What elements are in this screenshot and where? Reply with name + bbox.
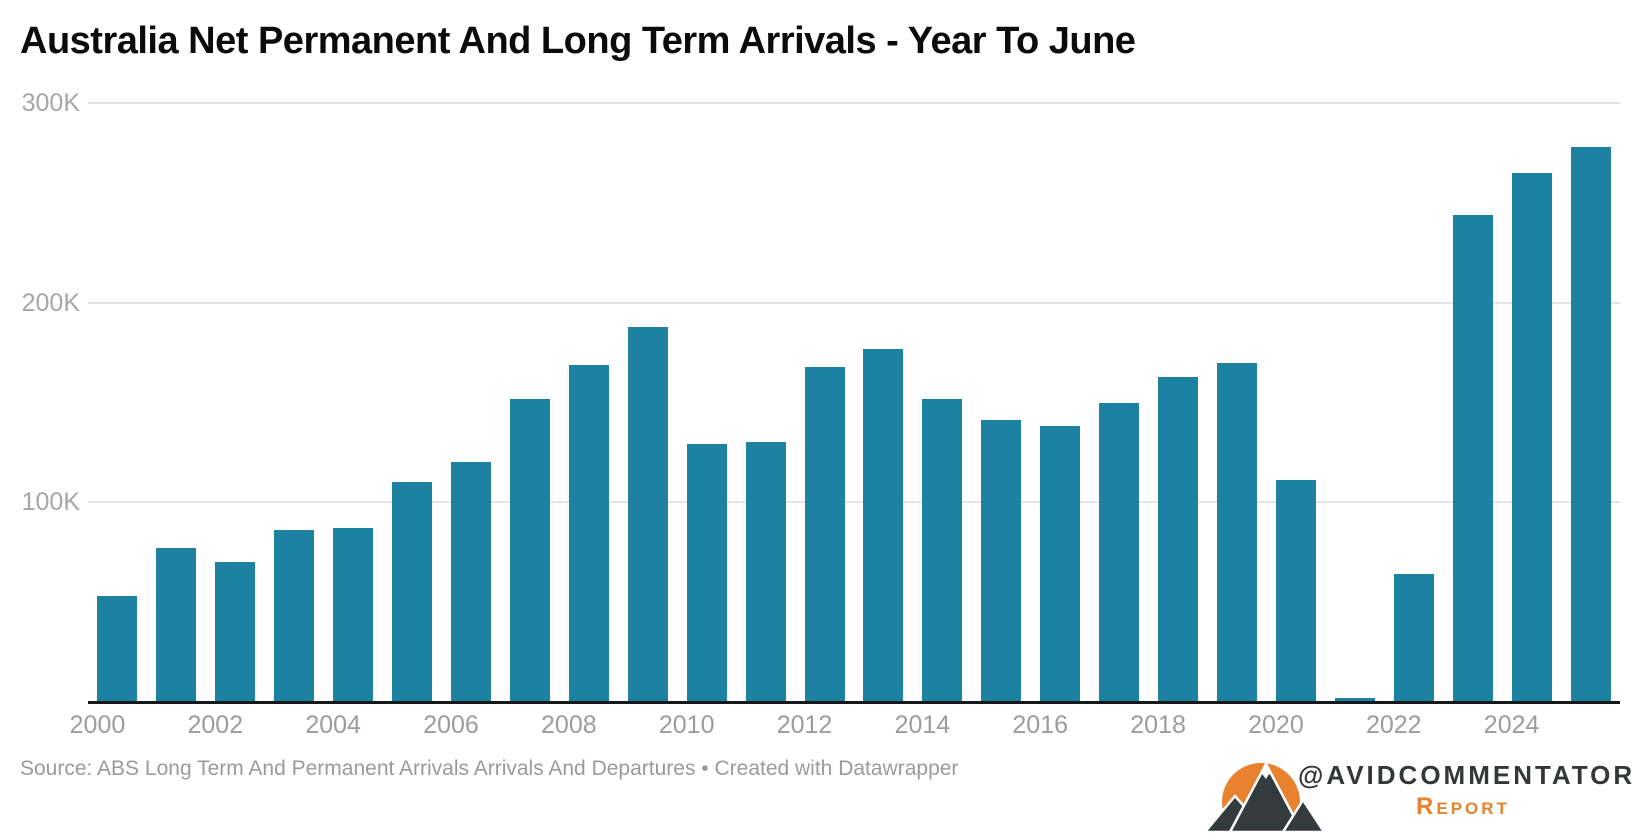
x-axis-tick-label-2022: 2022 [1365,711,1422,739]
bar-2016[interactable] [1040,426,1081,702]
bar-2004[interactable] [333,528,374,702]
chart-title: Australia Net Permanent And Long Term Ar… [20,20,1136,62]
x-axis-tick-label-2010: 2010 [658,711,715,739]
y-axis-tick-label-300K: 300K [21,89,80,117]
x-axis-tick-label-2014: 2014 [894,711,951,739]
x-axis-baseline [88,701,1620,704]
bar-2008[interactable] [568,364,609,702]
y-axis-tick-label-100K: 100K [21,488,80,517]
x-axis-tick-label-2024: 2024 [1483,711,1540,739]
bar-2002[interactable] [215,562,256,702]
bar-2018[interactable] [1158,376,1199,702]
y-axis-tick-label-200K: 200K [21,288,80,317]
snow-cap [1258,764,1274,779]
x-axis-tick-label-2002: 2002 [187,711,244,739]
bar-2006[interactable] [451,462,491,702]
x-axis-tick-label-2006: 2006 [423,711,479,739]
mountain-center [1228,761,1304,832]
x-axis-tick-label-2004: 2004 [305,711,361,739]
bar-2013[interactable] [863,348,904,702]
gridline-100K [88,501,1620,504]
x-axis-tick-label-2020: 2020 [1248,711,1304,739]
bar-2021[interactable] [1334,698,1375,702]
bar-2009[interactable] [627,326,668,702]
x-axis-tick-label-2016: 2016 [1012,711,1069,739]
bar-2003[interactable] [274,530,315,702]
bar-2012[interactable] [804,366,845,702]
brand-report-label: Report [1416,793,1510,820]
bar-2007[interactable] [509,398,550,702]
x-axis-tick-label-2008: 2008 [541,711,597,739]
bar-2019[interactable] [1217,362,1257,702]
bar-2020[interactable] [1275,480,1316,702]
gridline-300K [88,102,1620,104]
x-axis-tick-label-2000: 2000 [69,711,126,739]
x-axis-tick-label-2012: 2012 [776,711,833,739]
bar-2001[interactable] [156,548,197,702]
bar-2010[interactable] [686,444,727,702]
bar-2025[interactable] [1570,146,1611,702]
bar-2005[interactable] [392,482,433,702]
brand-handle: @AVIDCOMMENTATOR [1298,760,1636,790]
bar-2015[interactable] [981,420,1022,702]
bar-2014[interactable] [922,398,963,702]
source-attribution: Source: ABS Long Term And Permanent Arri… [20,757,959,780]
branding-block: @AVIDCOMMENTATOR Report [1298,760,1636,821]
bar-2024[interactable] [1511,172,1552,702]
gridline-200K [88,301,1620,304]
bar-2000[interactable] [97,596,138,702]
x-axis-tick-label-2018: 2018 [1130,711,1186,739]
bar-2011[interactable] [745,442,786,702]
bar-2017[interactable] [1099,402,1140,702]
mountain-right [1281,797,1325,832]
bar-2023[interactable] [1452,214,1493,702]
mountain-sun-logo-icon [1203,761,1325,832]
bar-2022[interactable] [1393,574,1434,702]
